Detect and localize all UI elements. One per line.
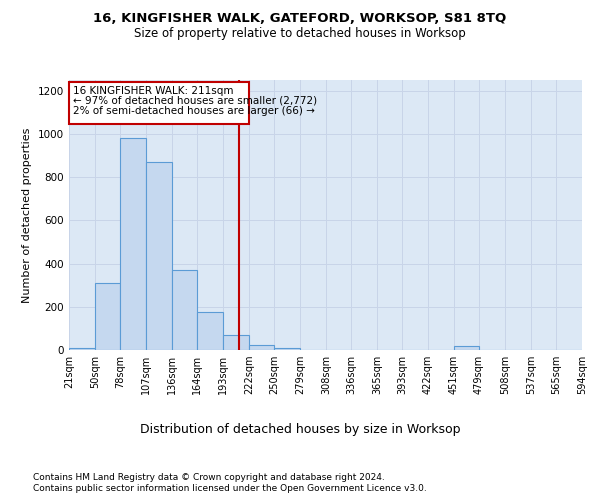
Bar [274, 348, 300, 350]
Bar [172, 270, 197, 350]
FancyBboxPatch shape [69, 82, 249, 124]
Text: Distribution of detached houses by size in Worksop: Distribution of detached houses by size … [140, 422, 460, 436]
Bar [249, 345, 274, 350]
Bar [69, 348, 95, 350]
Text: Size of property relative to detached houses in Worksop: Size of property relative to detached ho… [134, 28, 466, 40]
Text: ← 97% of detached houses are smaller (2,772): ← 97% of detached houses are smaller (2,… [73, 96, 317, 106]
Text: Contains public sector information licensed under the Open Government Licence v3: Contains public sector information licen… [33, 484, 427, 493]
Bar [197, 312, 223, 350]
Text: Contains HM Land Registry data © Crown copyright and database right 2024.: Contains HM Land Registry data © Crown c… [33, 472, 385, 482]
Text: 16 KINGFISHER WALK: 211sqm: 16 KINGFISHER WALK: 211sqm [73, 86, 233, 96]
Bar [120, 138, 146, 350]
Text: 2% of semi-detached houses are larger (66) →: 2% of semi-detached houses are larger (6… [73, 106, 314, 116]
Bar [146, 162, 172, 350]
Bar [223, 335, 249, 350]
Bar [454, 346, 479, 350]
Y-axis label: Number of detached properties: Number of detached properties [22, 128, 32, 302]
Text: 16, KINGFISHER WALK, GATEFORD, WORKSOP, S81 8TQ: 16, KINGFISHER WALK, GATEFORD, WORKSOP, … [94, 12, 506, 26]
Bar [95, 283, 120, 350]
